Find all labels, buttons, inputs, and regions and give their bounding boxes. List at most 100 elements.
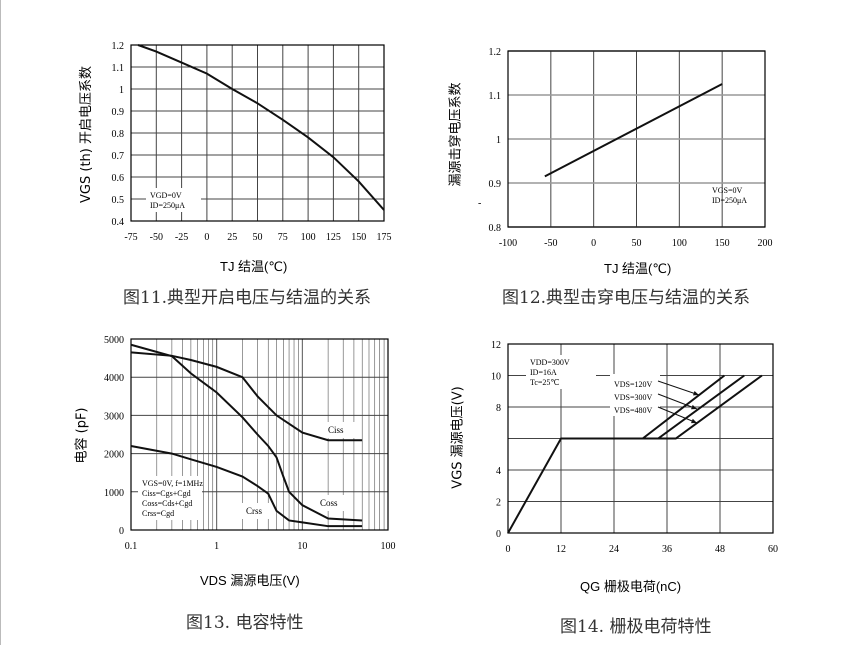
x-tick-label: -100 bbox=[499, 238, 517, 249]
annotation-text: VGS=0V, f=1MHz bbox=[142, 479, 203, 488]
series-label-bg bbox=[242, 503, 276, 519]
arrow-head-icon bbox=[693, 391, 699, 396]
series-label: VDS=480V bbox=[614, 406, 653, 415]
figure-caption: 图11.典型开启电压与结温的关系 bbox=[123, 288, 372, 308]
x-tick-label: 150 bbox=[715, 238, 730, 249]
figure-caption: 图12.典型击穿电压与结温的关系 bbox=[502, 288, 751, 308]
y-tick-label: 0.5 bbox=[112, 195, 125, 206]
arrow-line bbox=[657, 380, 700, 396]
x-tick-label: 48 bbox=[715, 544, 725, 555]
plot-frame bbox=[130, 338, 389, 531]
x-tick-label: 50 bbox=[632, 238, 642, 249]
chart-11: -75 -50 -25 0 25 50 75 100 125 150 175 0.4 0.5 0.6 0.7… bbox=[112, 41, 392, 243]
x-tick-label: 1 bbox=[214, 541, 219, 552]
annotation-text: ID=250μA bbox=[150, 201, 185, 210]
x-tick-label: 125 bbox=[326, 232, 341, 243]
x-tick-label: 12 bbox=[556, 544, 566, 555]
x-tick-label: 0 bbox=[204, 232, 209, 243]
x-tick-label: 0 bbox=[591, 238, 596, 249]
y-tick-label: 2 bbox=[496, 498, 501, 509]
y-tick-label: 1.1 bbox=[112, 63, 125, 74]
x-axis-label: QG 栅极电荷(nC) bbox=[580, 579, 682, 594]
figure-caption: 图14. 栅极电荷特性 bbox=[560, 617, 712, 637]
y-tick-label: 1.2 bbox=[489, 47, 502, 58]
annotation-text: Ciss=Cgs+Cgd bbox=[142, 489, 191, 498]
y-tick-label: 8 bbox=[496, 403, 501, 414]
annotation-text: Tc=25℃ bbox=[530, 378, 559, 387]
x-tick-label: -50 bbox=[150, 232, 163, 243]
legend-bg bbox=[610, 374, 660, 416]
x-tick-label: 50 bbox=[253, 232, 263, 243]
y-tick-label: 4000 bbox=[104, 373, 124, 384]
arrow-head-icon bbox=[691, 404, 697, 410]
y-tick-label: 12 bbox=[491, 340, 501, 351]
y-tick-label: 5000 bbox=[104, 335, 124, 346]
annotation-text: Crss=Cgd bbox=[142, 509, 174, 518]
y-tick-label: 1.2 bbox=[112, 41, 125, 52]
plot-frame bbox=[507, 50, 766, 228]
y-tick-label: 0.8 bbox=[489, 223, 502, 234]
arrow-line bbox=[657, 393, 698, 410]
x-axis-label: VDS 漏源电压(V) bbox=[200, 573, 300, 588]
x-tick-label: -75 bbox=[124, 232, 137, 243]
y-tick-label: 1 bbox=[119, 85, 124, 96]
y-axis-label: 漏源击穿电压系数 bbox=[448, 82, 464, 187]
y-axis-label: VGS (th) 开启电压系数 bbox=[78, 66, 94, 203]
series-label: Ciss bbox=[328, 425, 344, 435]
plot-frame bbox=[507, 343, 774, 534]
x-tick-label: -25 bbox=[175, 232, 188, 243]
legend-box bbox=[146, 188, 201, 212]
y-axis-label: VGS 漏源电压(V) bbox=[450, 386, 466, 489]
series-line-vds=480v bbox=[561, 374, 763, 440]
chart-12: -100 -50 0 50 100 150 200 0.8 0.9 1 1.1 1.2 VGS=0VID… bbox=[489, 47, 773, 249]
series-line-coss bbox=[130, 343, 363, 522]
annotation-text: VGD=0V bbox=[150, 191, 182, 200]
x-axis-label: TJ 结温(℃) bbox=[220, 259, 288, 274]
figure-caption: 图13. 电容特性 bbox=[186, 613, 304, 633]
y-tick-label: 0.7 bbox=[112, 151, 125, 162]
series-line-curve bbox=[137, 44, 385, 211]
y-tick-label: 0.9 bbox=[489, 179, 502, 190]
x-tick-label: 36 bbox=[662, 544, 672, 555]
y-tick-label: 3000 bbox=[104, 411, 124, 422]
y-tick-label: 4 bbox=[496, 466, 501, 477]
series-label: VDS=300V bbox=[614, 393, 653, 402]
x-tick-label: 100 bbox=[301, 232, 316, 243]
x-tick-label: 100 bbox=[672, 238, 687, 249]
y-tick-label: 1 bbox=[496, 135, 501, 146]
y-tick-label: 0.8 bbox=[112, 129, 125, 140]
annotation-text: VGS=0V bbox=[712, 186, 743, 195]
annotation-text: VDD=300V bbox=[530, 358, 570, 367]
y-tick-label: 2000 bbox=[104, 450, 124, 461]
y-tick-label: 0 bbox=[496, 529, 501, 540]
x-axis-label: TJ 结温(℃) bbox=[604, 261, 672, 276]
y-tick-label: 0 bbox=[119, 526, 124, 537]
y-axis-label: 电容 (pF) bbox=[74, 407, 90, 464]
y-tick-label: 0.4 bbox=[112, 217, 125, 228]
series-line-curve bbox=[544, 83, 723, 178]
series-label: VDS=120V bbox=[614, 380, 653, 389]
arrow-line bbox=[657, 406, 698, 424]
x-tick-label: 10 bbox=[297, 541, 307, 552]
stray-mark: - bbox=[478, 198, 481, 209]
annotation-text: ID=250μA bbox=[712, 196, 747, 205]
x-tick-label: -50 bbox=[544, 238, 557, 249]
annotation-text: Coss=Cds+Cgd bbox=[142, 499, 192, 508]
y-tick-label: 1.1 bbox=[489, 91, 502, 102]
x-tick-label: 24 bbox=[609, 544, 619, 555]
legend-box bbox=[526, 355, 596, 389]
x-tick-label: 60 bbox=[768, 544, 778, 555]
annotation-text: ID=16A bbox=[530, 368, 557, 377]
series-label: Coss bbox=[320, 498, 338, 508]
y-tick-label: 1000 bbox=[104, 488, 124, 499]
x-tick-label: 150 bbox=[351, 232, 366, 243]
series-line-ciss bbox=[130, 351, 363, 442]
series-label-bg bbox=[316, 495, 350, 511]
series-line-crss bbox=[130, 444, 363, 528]
x-tick-label: 175 bbox=[377, 232, 392, 243]
x-tick-label: 100 bbox=[381, 541, 396, 552]
